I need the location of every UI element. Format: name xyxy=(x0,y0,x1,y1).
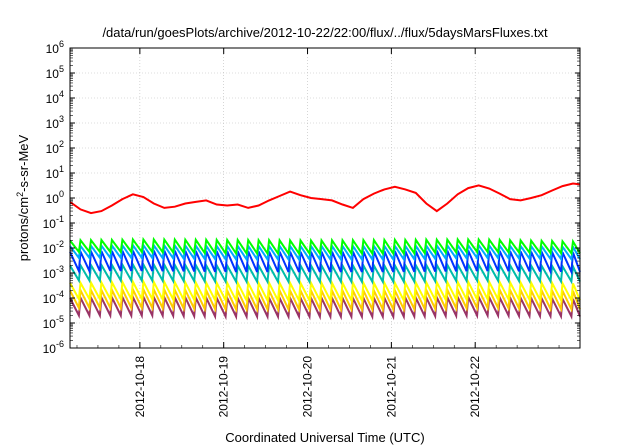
x-axis: 2012-10-18 2012-10-19 2012-10-20 2012-10-21… xyxy=(76,48,581,418)
series-line-1 xyxy=(69,236,581,257)
x-tick-label: 2012-10-18 xyxy=(133,356,147,418)
series-line-4 xyxy=(69,261,581,286)
series-line-7 xyxy=(69,293,581,321)
y-tick-label: 10-2 xyxy=(43,239,64,256)
y-tick-label: 10-4 xyxy=(43,289,64,306)
series-line-6 xyxy=(69,285,581,314)
series-group xyxy=(69,182,581,321)
x-tick-label: 2012-10-20 xyxy=(301,356,315,418)
series-line-3 xyxy=(69,247,581,276)
x-axis-label: Coordinated Universal Time (UTC) xyxy=(225,430,424,445)
y-axis-label: protons/cm2-s-sr-MeV xyxy=(15,134,31,261)
y-tick-label: 105 xyxy=(46,64,64,81)
x-tick-label: 2012-10-22 xyxy=(468,356,482,418)
x-tick-label: 2012-10-19 xyxy=(217,356,231,418)
y-tick-label: 101 xyxy=(46,164,64,181)
y-tick-label: 10-3 xyxy=(43,264,64,281)
y-axis: 10-6 10-5 10-4 10-3 10-2 10-1 100 101 102 103 104 1… xyxy=(43,39,580,356)
series-line-0 xyxy=(69,182,581,215)
y-tick-label: 106 xyxy=(46,39,64,56)
series-line-5 xyxy=(69,278,581,304)
y-tick-label: 10-5 xyxy=(43,314,64,331)
y-tick-label: 100 xyxy=(46,189,64,206)
series-line-2 xyxy=(69,242,581,263)
y-tick-label: 10-6 xyxy=(43,339,64,356)
y-tick-label: 103 xyxy=(46,114,64,131)
y-tick-label: 104 xyxy=(46,89,64,106)
y-tick-label: 102 xyxy=(46,139,64,156)
x-tick-label: 2012-10-21 xyxy=(384,356,398,418)
y-tick-label: 10-1 xyxy=(43,214,64,231)
chart-title: /data/run/goesPlots/archive/2012-10-22/2… xyxy=(102,25,548,40)
